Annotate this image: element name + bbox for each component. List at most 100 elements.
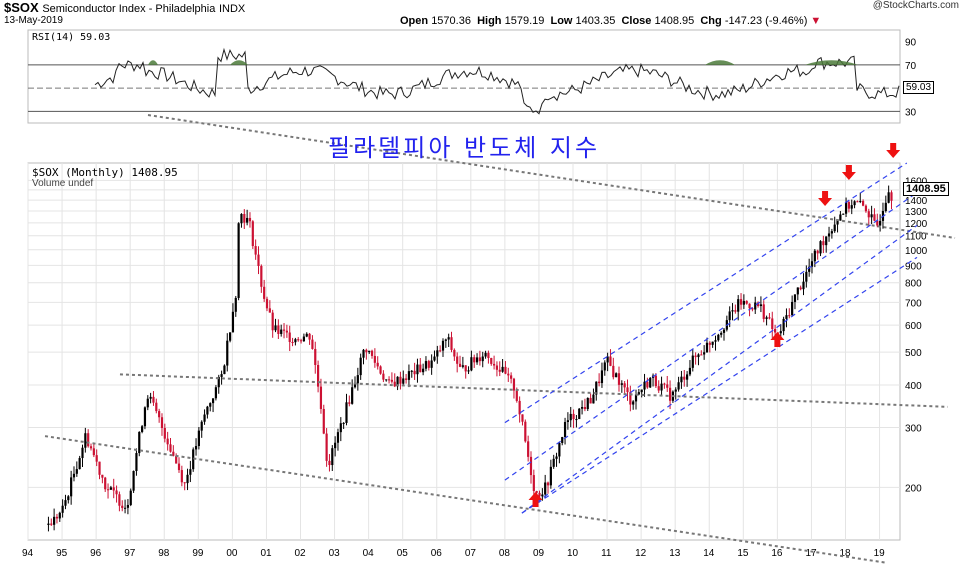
candle-body xyxy=(339,423,342,433)
candle-body xyxy=(183,482,186,484)
quote-bar: Open 1570.36 High 1579.19 Low 1403.35 Cl… xyxy=(400,15,822,27)
candle-body xyxy=(705,342,709,353)
candle-body xyxy=(836,220,839,225)
candle-body xyxy=(680,376,683,383)
candle-body xyxy=(538,492,541,497)
x-tick-label: 00 xyxy=(226,548,238,559)
candle-body xyxy=(308,333,311,340)
candle-body xyxy=(109,487,112,490)
candle-body xyxy=(756,302,760,307)
candle-body xyxy=(382,373,385,380)
rsi-last-value: 59.03 xyxy=(903,81,935,94)
candle-body xyxy=(592,394,595,404)
rsi-overbought-fill xyxy=(705,60,735,65)
candle-body xyxy=(802,281,805,290)
candle-body xyxy=(302,336,306,342)
candle-body xyxy=(322,408,325,434)
candle-body xyxy=(833,224,836,232)
candle-body xyxy=(637,392,640,395)
candle-body xyxy=(353,383,357,388)
candle-body xyxy=(765,317,768,319)
candle-body xyxy=(595,381,598,395)
y-tick-label: 400 xyxy=(905,381,922,392)
candle-body xyxy=(393,381,396,387)
candle-body xyxy=(319,386,323,409)
candle-body xyxy=(78,458,81,470)
candle-body xyxy=(61,505,64,513)
x-tick-label: 12 xyxy=(635,548,647,559)
candle-body xyxy=(569,413,572,421)
x-tick-label: 07 xyxy=(465,548,477,559)
y-tick-label: 700 xyxy=(905,298,922,309)
candle-body xyxy=(714,340,717,342)
candle-body xyxy=(686,374,689,380)
x-tick-label: 14 xyxy=(703,548,715,559)
candle-body xyxy=(779,331,782,334)
candle-body xyxy=(478,357,481,362)
candle-body xyxy=(67,496,70,501)
candle-body xyxy=(141,426,144,432)
candle-body xyxy=(853,201,856,206)
candle-body xyxy=(237,223,240,298)
candle-body xyxy=(84,433,87,448)
x-tick-label: 18 xyxy=(840,548,852,559)
candle-body xyxy=(578,408,581,420)
candle-body xyxy=(217,376,220,388)
y-tick-label: 600 xyxy=(905,321,922,332)
main-frame xyxy=(27,162,901,541)
x-tick-label: 06 xyxy=(431,548,443,559)
candle-body xyxy=(123,507,127,509)
candle-body xyxy=(535,491,538,493)
candle-body xyxy=(663,383,666,385)
candle-body xyxy=(81,447,84,459)
y-tick-label: 1300 xyxy=(905,207,928,218)
y-tick-label: 1200 xyxy=(905,219,928,230)
candle-body xyxy=(805,271,808,282)
candle-body xyxy=(844,202,848,214)
candle-body xyxy=(456,356,459,364)
candle-body xyxy=(762,304,765,319)
upper-descending-line xyxy=(119,373,948,408)
candle-body xyxy=(351,387,354,404)
y-tick-label: 900 xyxy=(905,261,922,272)
candle-body xyxy=(546,482,550,486)
candle-body xyxy=(50,523,53,525)
candles xyxy=(47,185,893,532)
candle-body xyxy=(180,470,183,483)
candle-body xyxy=(751,308,754,310)
candle-body xyxy=(822,241,825,246)
candle-body xyxy=(311,339,314,349)
candle-body xyxy=(728,311,731,321)
candle-body xyxy=(172,451,175,456)
candle-body xyxy=(754,302,757,310)
candle-body xyxy=(407,371,411,380)
candle-body xyxy=(507,373,510,376)
candle-body xyxy=(163,427,166,439)
candle-body xyxy=(158,411,161,418)
x-tick-label: 05 xyxy=(397,548,409,559)
candle-body xyxy=(325,433,328,461)
candle-body xyxy=(305,333,308,337)
x-tick-label: 01 xyxy=(260,548,272,559)
candle-body xyxy=(274,325,277,331)
candle-body xyxy=(859,200,862,202)
long-downtrend-line xyxy=(147,114,956,239)
candle-body xyxy=(759,304,763,307)
candle-body xyxy=(55,516,59,519)
candle-body xyxy=(370,350,374,356)
candle-body xyxy=(620,383,623,385)
candle-body xyxy=(447,337,450,340)
y-tick-label: 800 xyxy=(905,279,922,290)
candle-body xyxy=(603,362,606,371)
stockcharts-credit: @StockCharts.com xyxy=(872,0,959,11)
candle-body xyxy=(288,332,291,342)
candle-body xyxy=(492,363,496,366)
candle-body xyxy=(470,357,473,371)
candle-body xyxy=(214,387,218,399)
candle-body xyxy=(842,213,845,215)
candle-body xyxy=(745,300,748,304)
y-tick-label: 300 xyxy=(905,423,922,434)
candle-body xyxy=(552,458,555,467)
candle-body xyxy=(586,397,589,410)
arrow-down-icon xyxy=(818,191,833,206)
